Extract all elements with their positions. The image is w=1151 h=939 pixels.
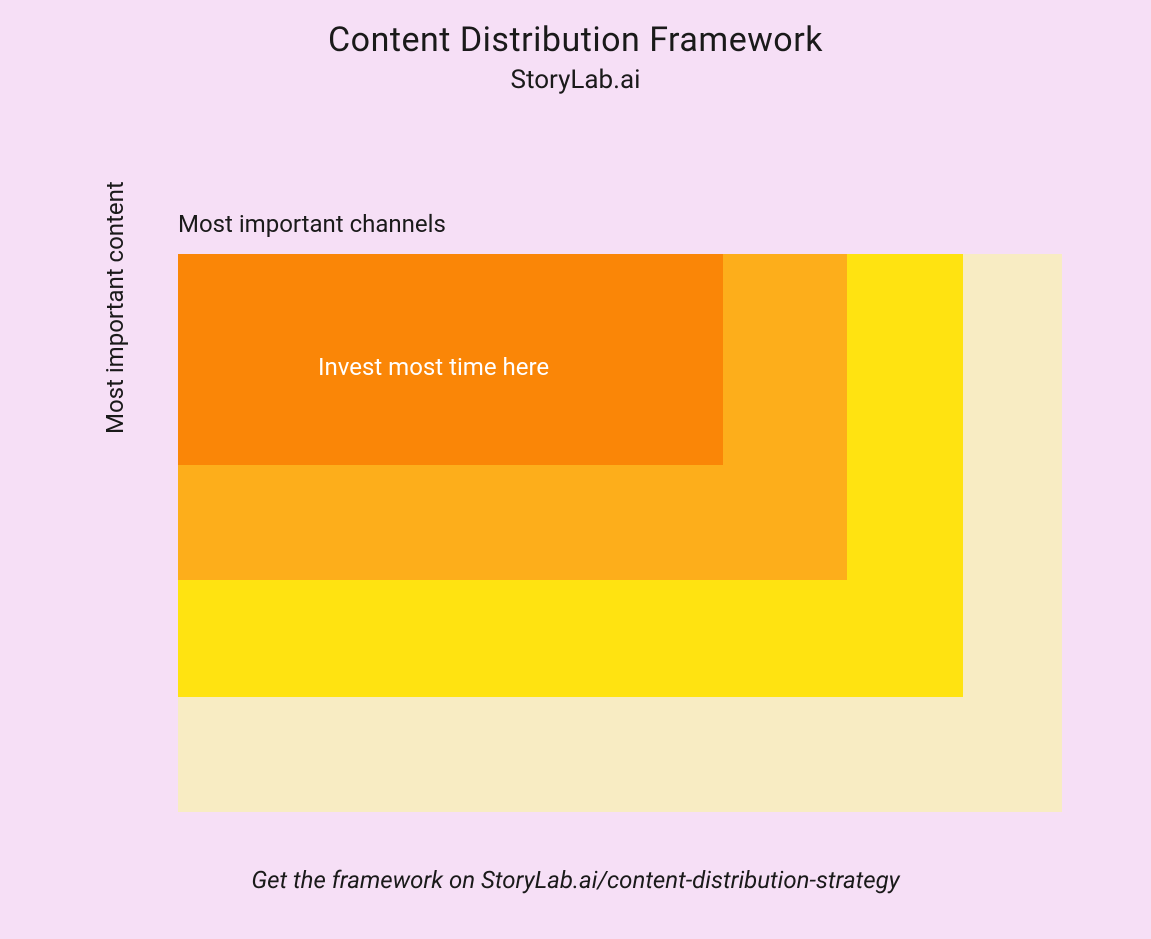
inner-label: Invest most time here xyxy=(318,353,549,381)
page-title: Content Distribution Framework xyxy=(0,20,1151,60)
y-axis-label: Most important content xyxy=(101,181,129,434)
page-subtitle: StoryLab.ai xyxy=(0,65,1151,95)
framework-canvas: Content Distribution Framework StoryLab.… xyxy=(0,0,1151,939)
x-axis-label: Most important channels xyxy=(178,210,446,238)
footer-text: Get the framework on StoryLab.ai/content… xyxy=(0,866,1151,894)
